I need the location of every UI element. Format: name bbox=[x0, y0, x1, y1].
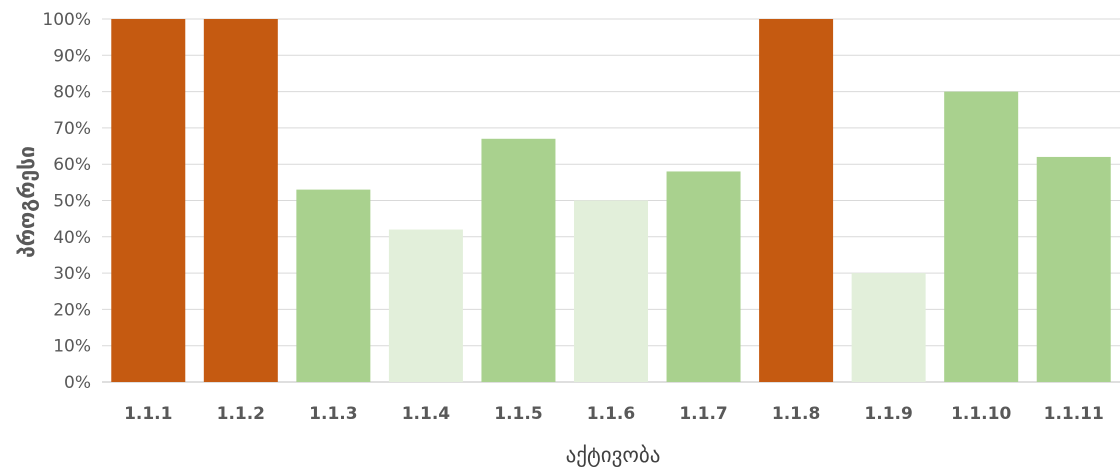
x-category-label: 1.1.8 bbox=[772, 404, 820, 424]
y-tick-label: 0% bbox=[64, 373, 91, 393]
bars bbox=[111, 19, 1111, 382]
x-category-label: 1.1.4 bbox=[402, 404, 451, 424]
x-category-label: 1.1.5 bbox=[494, 404, 542, 424]
y-tick-label: 10% bbox=[53, 337, 91, 357]
x-category-label: 1.1.11 bbox=[1044, 404, 1104, 424]
bar-1-1-7 bbox=[666, 171, 741, 382]
y-tick-label: 100% bbox=[42, 10, 91, 30]
x-category-label: 1.1.2 bbox=[217, 404, 265, 424]
x-category-label: 1.1.3 bbox=[309, 404, 357, 424]
x-category-label: 1.1.10 bbox=[951, 404, 1011, 424]
bar-1-1-5 bbox=[481, 138, 556, 382]
bar-1-1-11 bbox=[1036, 156, 1111, 382]
x-category-label: 1.1.6 bbox=[587, 404, 635, 424]
y-axis-tick-labels: 0% 10% 20% 30% 40% 50% 60% 70% 80% 90% 100% bbox=[42, 10, 91, 393]
bar-1-1-1 bbox=[111, 19, 186, 382]
bar-1-1-3 bbox=[296, 189, 371, 382]
bar-1-1-10 bbox=[944, 91, 1019, 382]
x-category-label: 1.1.1 bbox=[124, 404, 172, 424]
y-tick-label: 20% bbox=[53, 300, 91, 320]
bar-1-1-6 bbox=[574, 200, 648, 382]
x-category-label: 1.1.9 bbox=[864, 404, 912, 424]
bar-1-1-8 bbox=[759, 19, 834, 382]
y-tick-label: 90% bbox=[53, 46, 91, 66]
y-tick-label: 50% bbox=[53, 192, 91, 212]
x-axis-category-labels: 1.1.1 1.1.2 1.1.3 1.1.4 1.1.5 1.1.6 1.1.7 1.1.8… bbox=[124, 404, 1104, 424]
y-tick-label: 60% bbox=[53, 155, 91, 175]
y-tick-label: 40% bbox=[53, 228, 91, 248]
y-axis-title: პროგრესი bbox=[15, 146, 39, 258]
bar-1-1-2 bbox=[203, 19, 278, 382]
x-category-label: 1.1.7 bbox=[679, 404, 727, 424]
bar-1-1-9 bbox=[851, 273, 926, 382]
x-axis-title: აქტივობა bbox=[566, 443, 661, 467]
bar-1-1-4 bbox=[388, 229, 463, 382]
y-tick-label: 80% bbox=[53, 83, 91, 103]
y-tick-label: 30% bbox=[53, 264, 91, 284]
y-tick-label: 70% bbox=[53, 119, 91, 139]
